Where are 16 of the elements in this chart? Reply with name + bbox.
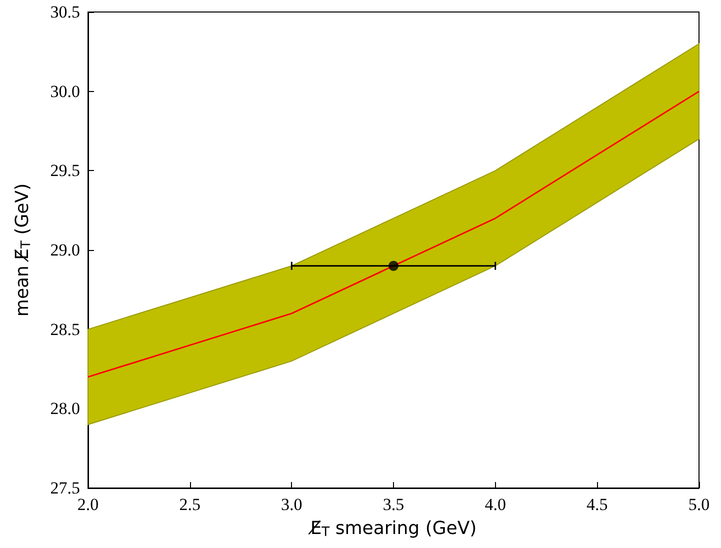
y-tick-label: 29.5: [50, 161, 80, 180]
x-tick-label: 3.0: [281, 495, 302, 514]
y-tick-label: 30.5: [50, 2, 80, 22]
line-series: [87, 90, 700, 378]
y-tick-label: 30.0: [50, 82, 80, 101]
x-tick-label: 2.0: [77, 495, 99, 514]
y-tick-label: 28.5: [50, 320, 80, 339]
x-tick-label: 2.5: [179, 495, 200, 514]
y-axis-title: mean E̸T (GeV): [12, 183, 34, 317]
y-tick-label: 29.0: [50, 240, 80, 260]
y-tick-label: 27.5: [50, 478, 80, 498]
x-tick-label: 5.0: [688, 495, 710, 514]
y-tick-label: 28.0: [50, 399, 80, 418]
x-tick-label: 4.0: [484, 495, 506, 514]
x-tick-label: 3.5: [382, 495, 404, 514]
x-tick-label: 4.5: [586, 495, 608, 514]
